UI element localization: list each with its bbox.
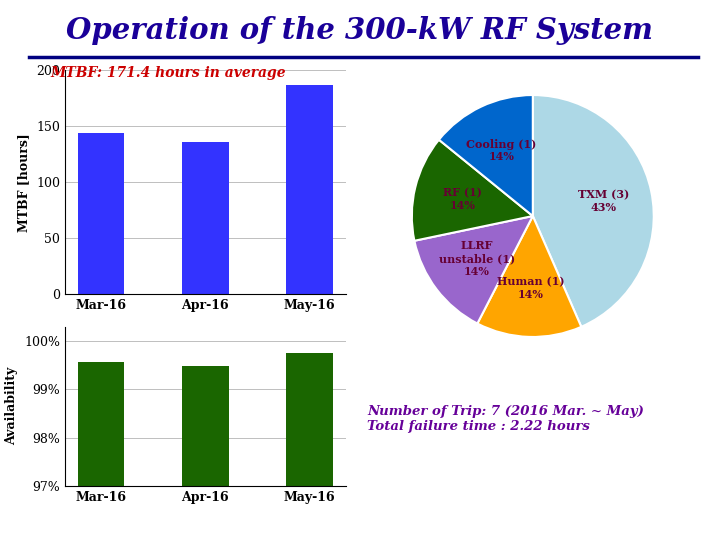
- Text: Human (1)
14%: Human (1) 14%: [497, 276, 564, 300]
- Y-axis label: MTBF [hours]: MTBF [hours]: [17, 133, 30, 232]
- Wedge shape: [533, 95, 654, 327]
- Text: RF (1)
14%: RF (1) 14%: [443, 187, 482, 211]
- Text: TXM (3)
43%: TXM (3) 43%: [578, 189, 629, 213]
- Wedge shape: [477, 216, 581, 337]
- Text: Number of Trip: 7 (2016 Mar. ~ May)
Total failure time : 2.22 hours: Number of Trip: 7 (2016 Mar. ~ May) Tota…: [367, 405, 644, 433]
- Bar: [286, 353, 333, 540]
- Y-axis label: Availability: Availability: [5, 367, 19, 446]
- Bar: [78, 133, 125, 294]
- Bar: [78, 362, 125, 540]
- Bar: [181, 142, 229, 294]
- Bar: [181, 366, 229, 540]
- Wedge shape: [415, 216, 533, 323]
- Text: Operation of the 300-kW RF System: Operation of the 300-kW RF System: [66, 16, 654, 45]
- Wedge shape: [439, 95, 533, 216]
- Bar: [286, 85, 333, 294]
- Text: MTBF: 171.4 hours in average: MTBF: 171.4 hours in average: [50, 66, 286, 80]
- Wedge shape: [412, 140, 533, 241]
- Text: Cooling (1)
14%: Cooling (1) 14%: [467, 139, 536, 163]
- Text: LLRF
unstable (1)
14%: LLRF unstable (1) 14%: [439, 240, 515, 277]
